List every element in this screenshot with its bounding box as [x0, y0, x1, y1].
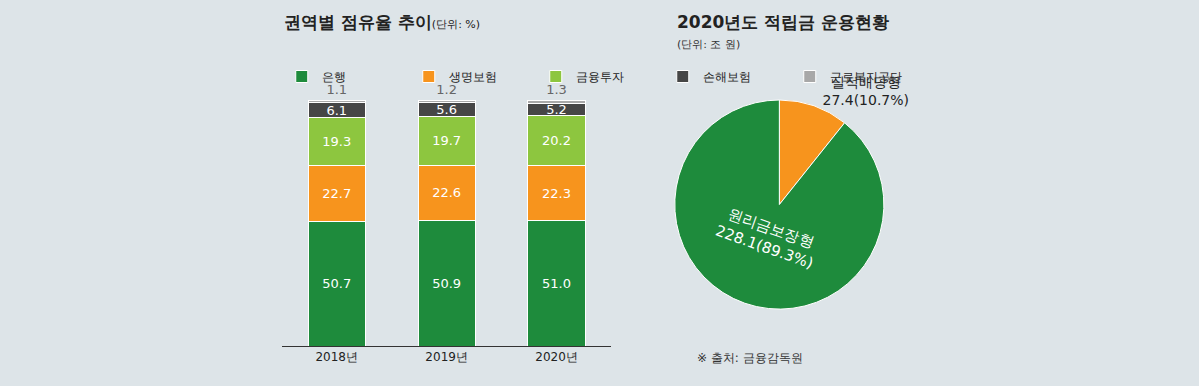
svg-text:19.7: 19.7 [432, 133, 461, 148]
svg-text:원리금보장형228.1(89.3%): 원리금보장형228.1(89.3%) [713, 203, 822, 272]
svg-text:6.1: 6.1 [326, 103, 347, 118]
svg-text:※ 출처: 금융감독원: ※ 출처: 금융감독원 [697, 351, 803, 365]
svg-text:2019년: 2019년 [425, 350, 468, 364]
svg-text:1.3: 1.3 [546, 82, 567, 97]
svg-text:생명보험: 생명보험 [449, 70, 497, 84]
svg-text:1.1: 1.1 [326, 82, 347, 97]
svg-text:5.2: 5.2 [546, 102, 567, 117]
svg-text:50.7: 50.7 [322, 276, 351, 291]
svg-text:은행: 은행 [322, 70, 346, 84]
svg-text:19.3: 19.3 [322, 134, 351, 149]
svg-text:2020년도 적립금 운용현황: 2020년도 적립금 운용현황 [677, 12, 889, 32]
svg-text:1.2: 1.2 [436, 82, 457, 97]
svg-text:(단위: 조 원): (단위: 조 원) [677, 38, 740, 51]
svg-text:손해보험: 손해보험 [703, 70, 751, 84]
svg-text:권역별 점유율 추이(단위: %): 권역별 점유율 추이(단위: %) [284, 12, 480, 32]
svg-text:5.6: 5.6 [436, 102, 457, 117]
svg-text:50.9: 50.9 [432, 276, 461, 291]
svg-text:22.6: 22.6 [432, 185, 461, 200]
svg-text:22.7: 22.7 [322, 186, 351, 201]
svg-text:금융투자: 금융투자 [576, 70, 624, 84]
svg-text:51.0: 51.0 [542, 276, 571, 291]
svg-text:2020년: 2020년 [535, 350, 578, 364]
svg-text:근로복지공단: 근로복지공단 [830, 70, 902, 84]
svg-text:22.3: 22.3 [542, 186, 571, 201]
svg-text:20.2: 20.2 [542, 133, 571, 148]
svg-text:2018년: 2018년 [315, 350, 358, 364]
